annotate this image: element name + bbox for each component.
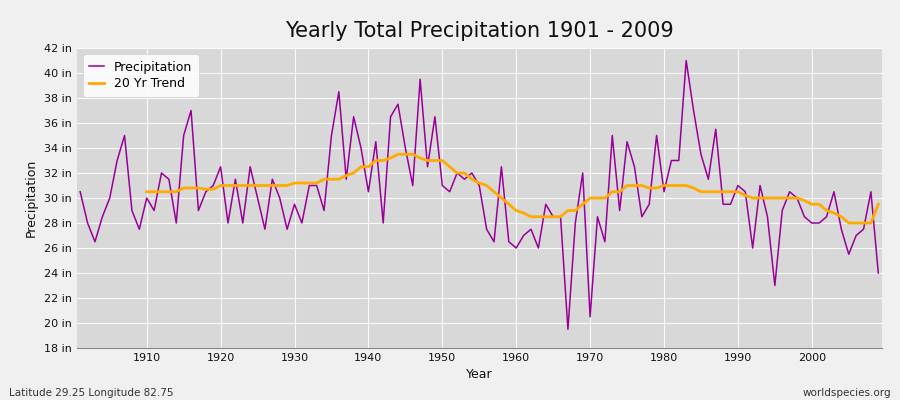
20 Yr Trend <box>585 196 596 200</box>
Precipitation <box>680 58 691 63</box>
X-axis label: Year: Year <box>466 368 492 382</box>
Precipitation <box>873 270 884 275</box>
Precipitation <box>134 227 145 232</box>
20 Yr Trend <box>141 189 152 194</box>
Line: 20 Yr Trend: 20 Yr Trend <box>147 154 878 223</box>
Legend: Precipitation, 20 Yr Trend: Precipitation, 20 Yr Trend <box>83 54 199 96</box>
Precipitation <box>511 246 522 250</box>
Precipitation <box>607 133 617 138</box>
Precipitation <box>75 189 86 194</box>
Line: Precipitation: Precipitation <box>80 60 878 329</box>
20 Yr Trend <box>850 221 861 226</box>
Text: Latitude 29.25 Longitude 82.75: Latitude 29.25 Longitude 82.75 <box>9 388 174 398</box>
20 Yr Trend <box>526 214 536 219</box>
Precipitation <box>296 221 307 226</box>
20 Yr Trend <box>821 208 832 213</box>
Precipitation <box>562 327 573 332</box>
Title: Yearly Total Precipitation 1901 - 2009: Yearly Total Precipitation 1901 - 2009 <box>285 21 673 41</box>
20 Yr Trend <box>873 202 884 207</box>
Precipitation <box>503 239 514 244</box>
20 Yr Trend <box>843 221 854 226</box>
Text: worldspecies.org: worldspecies.org <box>803 388 891 398</box>
20 Yr Trend <box>311 181 322 186</box>
Precipitation <box>341 177 352 182</box>
20 Yr Trend <box>282 183 292 188</box>
Y-axis label: Precipitation: Precipitation <box>25 159 38 237</box>
20 Yr Trend <box>392 152 403 157</box>
